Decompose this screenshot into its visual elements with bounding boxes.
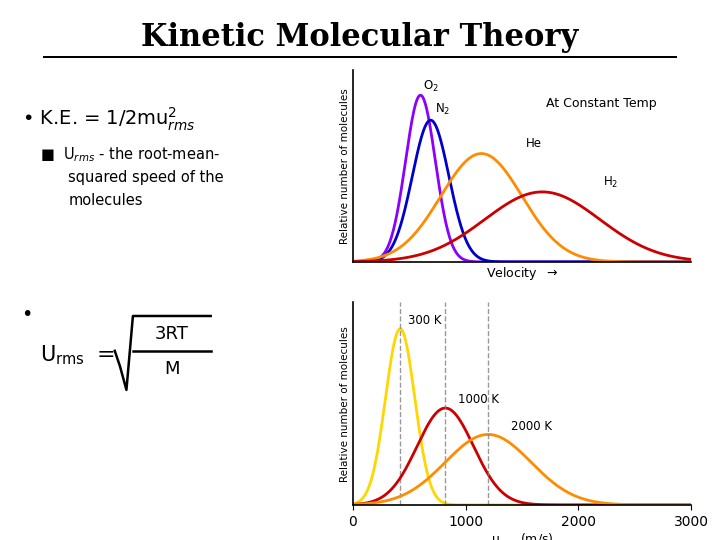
Text: At Constant Temp: At Constant Temp	[546, 97, 657, 110]
Text: M: M	[164, 360, 179, 378]
Text: N$_2$: N$_2$	[436, 102, 451, 117]
Text: squared speed of the: squared speed of the	[68, 170, 224, 185]
Y-axis label: Relative number of molecules: Relative number of molecules	[340, 88, 350, 244]
Text: 1000 K: 1000 K	[458, 393, 499, 406]
Text: 3RT: 3RT	[155, 325, 189, 343]
Text: molecules: molecules	[68, 193, 143, 208]
Text: =: =	[96, 345, 115, 365]
Y-axis label: Relative number of molecules: Relative number of molecules	[340, 326, 350, 482]
Text: H$_2$: H$_2$	[603, 175, 618, 190]
Text: 2000 K: 2000 K	[510, 420, 552, 433]
Text: Kinetic Molecular Theory: Kinetic Molecular Theory	[141, 22, 579, 52]
Text: He: He	[526, 137, 541, 150]
Text: 300 K: 300 K	[408, 314, 441, 327]
Text: •: •	[22, 305, 33, 324]
X-axis label: Velocity  $\rightarrow$: Velocity $\rightarrow$	[486, 265, 558, 282]
X-axis label: u$_{rms}$ (m/s): u$_{rms}$ (m/s)	[491, 531, 553, 540]
Text: $\blacksquare$  U$_{rms}$ - the root-mean-: $\blacksquare$ U$_{rms}$ - the root-mean…	[40, 146, 220, 165]
Text: • K.E. = 1/2mu$^2_{rms}$: • K.E. = 1/2mu$^2_{rms}$	[22, 105, 195, 133]
Text: U$_{\rm rms}$: U$_{\rm rms}$	[40, 343, 84, 367]
Text: O$_2$: O$_2$	[423, 78, 438, 93]
